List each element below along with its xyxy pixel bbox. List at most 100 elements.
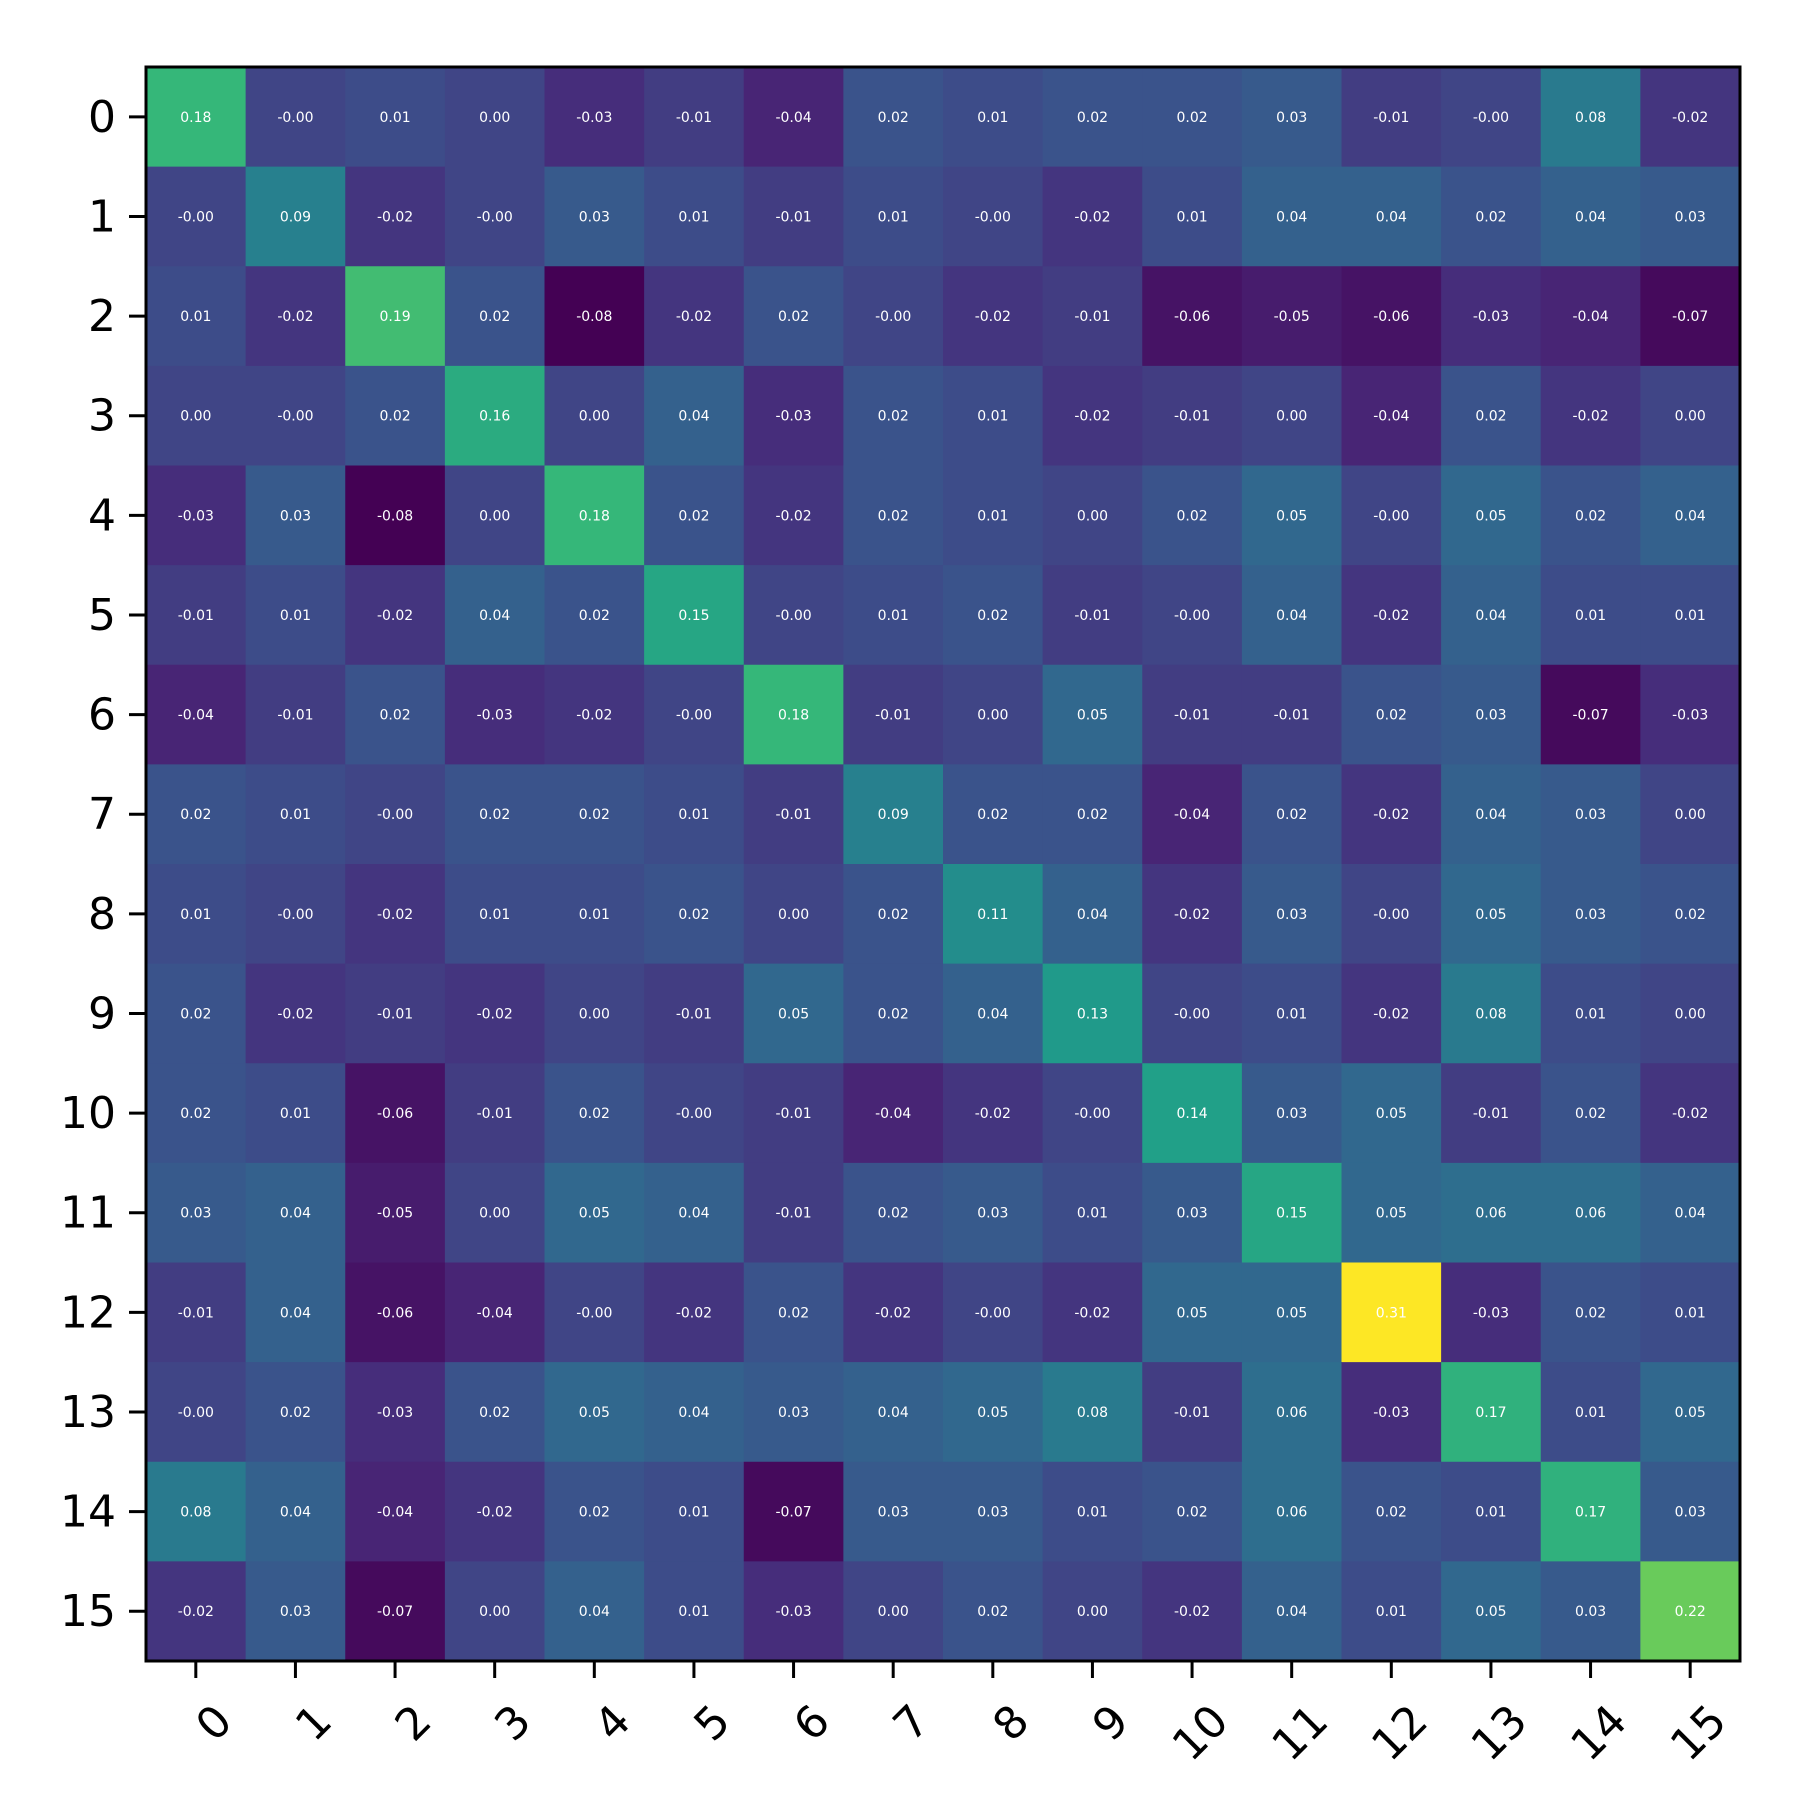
cell-value-label-8-0: 0.01 bbox=[180, 907, 211, 923]
heatmap-cell-2-9 bbox=[1042, 266, 1143, 367]
heatmap-cell-9-11 bbox=[1241, 963, 1342, 1064]
cell-value-label-8-1: -0.00 bbox=[277, 907, 313, 923]
heatmap-cell-2-7 bbox=[843, 266, 944, 367]
heatmap-cell-8-15 bbox=[1640, 864, 1741, 965]
cell-value-label-11-4: 0.05 bbox=[579, 1206, 610, 1222]
heatmap-cell-7-3 bbox=[444, 764, 545, 865]
heatmap-cell-14-5 bbox=[644, 1461, 745, 1562]
cell-value-label-3-0: 0.00 bbox=[180, 409, 211, 425]
heatmap-cell-15-7 bbox=[843, 1561, 944, 1662]
heatmap-cell-0-0 bbox=[146, 67, 247, 168]
y-tick-label-0: 0 bbox=[88, 92, 116, 143]
cell-value-label-12-9: -0.02 bbox=[1074, 1305, 1110, 1321]
cell-value-label-1-9: -0.02 bbox=[1074, 209, 1110, 225]
cell-value-label-4-5: 0.02 bbox=[678, 508, 709, 524]
y-tick-label-9: 9 bbox=[88, 988, 116, 1039]
heatmap-cell-12-8 bbox=[943, 1262, 1044, 1363]
heatmap-cell-12-10 bbox=[1142, 1262, 1243, 1363]
cell-value-label-3-1: -0.00 bbox=[277, 409, 313, 425]
heatmap-cell-7-12 bbox=[1341, 764, 1442, 865]
cell-value-label-14-7: 0.03 bbox=[878, 1505, 909, 1521]
heatmap-cell-9-3 bbox=[444, 963, 545, 1064]
y-tick-label-15: 15 bbox=[60, 1586, 116, 1637]
cell-value-label-6-11: -0.01 bbox=[1274, 708, 1310, 724]
cell-value-label-15-11: 0.04 bbox=[1276, 1604, 1307, 1620]
heatmap-cell-9-13 bbox=[1441, 963, 1542, 1064]
cell-value-label-1-0: -0.00 bbox=[178, 209, 214, 225]
heatmap-cell-9-9 bbox=[1042, 963, 1143, 1064]
cell-value-label-10-15: -0.02 bbox=[1672, 1106, 1708, 1122]
cell-value-label-9-4: 0.00 bbox=[579, 1006, 610, 1022]
cell-value-label-12-6: 0.02 bbox=[778, 1305, 809, 1321]
cell-value-label-6-6: 0.18 bbox=[778, 708, 809, 724]
x-tick-label-12: 12 bbox=[1362, 1695, 1438, 1771]
cell-value-label-4-4: 0.18 bbox=[579, 508, 610, 524]
cell-value-label-2-2: 0.19 bbox=[379, 309, 410, 325]
heatmap-cell-10-4 bbox=[544, 1063, 645, 1164]
heatmap-cell-10-6 bbox=[743, 1063, 844, 1164]
heatmap-cell-6-13 bbox=[1441, 664, 1542, 765]
cell-value-label-10-11: 0.03 bbox=[1276, 1106, 1307, 1122]
cell-value-label-8-14: 0.03 bbox=[1575, 907, 1606, 923]
cell-value-label-7-7: 0.09 bbox=[878, 807, 909, 823]
cell-value-label-11-10: 0.03 bbox=[1176, 1206, 1207, 1222]
cell-value-label-12-10: 0.05 bbox=[1176, 1305, 1207, 1321]
x-tick-label-13: 13 bbox=[1462, 1695, 1538, 1771]
cell-value-label-6-8: 0.00 bbox=[977, 708, 1008, 724]
heatmap-cell-7-4 bbox=[544, 764, 645, 865]
cell-value-label-11-13: 0.06 bbox=[1475, 1206, 1506, 1222]
cell-value-label-3-2: 0.02 bbox=[379, 409, 410, 425]
cell-value-label-10-13: -0.01 bbox=[1473, 1106, 1509, 1122]
heatmap-cell-15-12 bbox=[1341, 1561, 1442, 1662]
heatmap-cell-3-8 bbox=[943, 365, 1044, 466]
heatmap-cell-4-11 bbox=[1241, 465, 1342, 566]
heatmap-cell-10-5 bbox=[644, 1063, 745, 1164]
heatmap-cell-13-10 bbox=[1142, 1362, 1243, 1463]
heatmap-cell-6-2 bbox=[345, 664, 446, 765]
heatmap-cell-14-2 bbox=[345, 1461, 446, 1562]
y-tick-label-14: 14 bbox=[60, 1487, 116, 1538]
cell-value-label-13-6: 0.03 bbox=[778, 1405, 809, 1421]
heatmap-cell-0-2 bbox=[345, 67, 446, 168]
cell-value-label-1-4: 0.03 bbox=[579, 209, 610, 225]
heatmap-cell-8-4 bbox=[544, 864, 645, 965]
heatmap-cell-11-5 bbox=[644, 1162, 745, 1263]
cell-value-label-3-14: -0.02 bbox=[1572, 409, 1608, 425]
cell-value-label-4-7: 0.02 bbox=[878, 508, 909, 524]
heatmap-cells bbox=[146, 67, 1741, 1662]
cell-value-label-13-14: 0.01 bbox=[1575, 1405, 1606, 1421]
heatmap-cell-4-2 bbox=[345, 465, 446, 566]
heatmap-cell-11-14 bbox=[1540, 1162, 1641, 1263]
cell-value-label-0-9: 0.02 bbox=[1077, 110, 1108, 126]
heatmap-cell-14-6 bbox=[743, 1461, 844, 1562]
heatmap-cell-3-1 bbox=[245, 365, 346, 466]
cell-value-label-8-4: 0.01 bbox=[579, 907, 610, 923]
heatmap-cell-11-12 bbox=[1341, 1162, 1442, 1263]
cell-value-label-4-14: 0.02 bbox=[1575, 508, 1606, 524]
cell-value-label-3-15: 0.00 bbox=[1675, 409, 1706, 425]
heatmap-cell-13-15 bbox=[1640, 1362, 1741, 1463]
cell-value-label-0-14: 0.08 bbox=[1575, 110, 1606, 126]
cell-value-label-11-9: 0.01 bbox=[1077, 1206, 1108, 1222]
heatmap-cell-0-12 bbox=[1341, 67, 1442, 168]
heatmap-cell-3-9 bbox=[1042, 365, 1143, 466]
heatmap-cell-14-9 bbox=[1042, 1461, 1143, 1562]
heatmap-cell-8-0 bbox=[146, 864, 247, 965]
heatmap-cell-10-8 bbox=[943, 1063, 1044, 1164]
cell-value-label-6-2: 0.02 bbox=[379, 708, 410, 724]
heatmap-cell-8-8 bbox=[943, 864, 1044, 965]
cell-value-label-9-3: -0.02 bbox=[477, 1006, 513, 1022]
cell-value-label-9-5: -0.01 bbox=[676, 1006, 712, 1022]
heatmap-cell-2-2 bbox=[345, 266, 446, 367]
cell-value-label-9-10: -0.00 bbox=[1174, 1006, 1210, 1022]
cell-value-label-12-4: -0.00 bbox=[576, 1305, 612, 1321]
cell-value-label-7-10: -0.04 bbox=[1174, 807, 1210, 823]
cell-value-label-9-9: 0.13 bbox=[1077, 1006, 1108, 1022]
heatmap-cell-0-9 bbox=[1042, 67, 1143, 168]
cell-value-label-9-8: 0.04 bbox=[977, 1006, 1008, 1022]
heatmap-cell-7-15 bbox=[1640, 764, 1741, 865]
cell-value-label-5-11: 0.04 bbox=[1276, 608, 1307, 624]
cell-value-label-10-10: 0.14 bbox=[1176, 1106, 1207, 1122]
cell-value-label-6-5: -0.00 bbox=[676, 708, 712, 724]
